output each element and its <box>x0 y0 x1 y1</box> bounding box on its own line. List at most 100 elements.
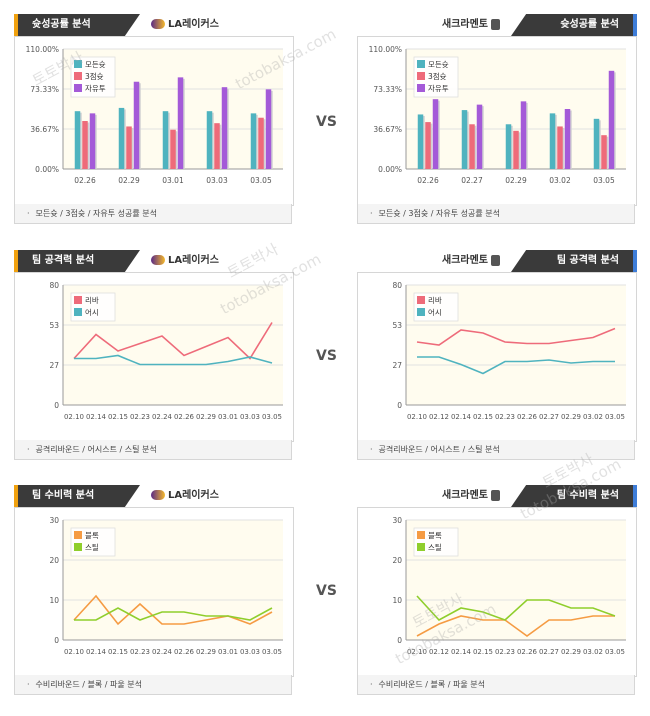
legend-label: 3점슛 <box>85 71 104 81</box>
chart-area: 0 10 20 30 02.10 02.12 02.14 02.15 02.23 02.26 02.… <box>357 507 637 677</box>
x-tick-label: 02.10 <box>407 648 427 656</box>
chart-caption: · 수비리바운드 / 블록 / 파울 분석 <box>357 675 635 695</box>
bar <box>513 130 519 169</box>
panel-header: 팀 수비력 분석 LA레이커스 <box>14 485 294 507</box>
y-tick-label: 10 <box>49 596 59 605</box>
panel-shooting-right: 슛성공률 분석 새크라멘토 0.00% 36.67% 73.33% 110.00% 02… <box>357 14 637 224</box>
x-tick-label: 02.14 <box>451 648 472 656</box>
series-line <box>74 607 273 621</box>
chart-area: 0 27 53 80 02.10 02.12 02.14 02.15 02.23 02.26 02.… <box>357 272 637 442</box>
x-tick-label: 02.26 <box>174 413 195 421</box>
chart-area: 0 10 20 30 02.10 02.14 02.15 02.23 02.24 02.26 02.… <box>14 507 294 677</box>
y-tick-label: 80 <box>49 281 59 290</box>
bar <box>476 104 483 169</box>
x-tick-label: 03.02 <box>583 413 603 421</box>
y-tick-label: 73.33% <box>30 85 59 94</box>
section-title-tab: 슛성공률 분석 <box>14 14 140 36</box>
x-tick-label: 03.02 <box>583 648 603 656</box>
bar <box>601 135 607 169</box>
x-tick-label: 02.27 <box>461 176 483 185</box>
bar <box>461 110 468 169</box>
x-tick-label: 02.14 <box>451 413 472 421</box>
x-tick-label: 03.03 <box>206 176 228 185</box>
x-tick-label: 03.02 <box>549 176 571 185</box>
team-label-left: LA레이커스 <box>148 250 219 272</box>
section-title-tab: 팀 수비력 분석 <box>511 485 637 507</box>
x-tick-label: 02.29 <box>505 176 527 185</box>
bar <box>593 118 600 169</box>
x-tick-label: 02.26 <box>517 413 538 421</box>
vs-label: VS <box>316 114 337 130</box>
legend-swatch <box>74 531 82 539</box>
x-tick-label: 02.12 <box>429 413 449 421</box>
chart: 0.00% 36.67% 73.33% 110.00% 02.26 02.29 03.01 0… <box>26 45 283 185</box>
x-tick-label: 03.03 <box>240 413 260 421</box>
y-tick-label: 20 <box>392 556 402 565</box>
bar <box>170 129 176 169</box>
x-tick-label: 02.29 <box>196 413 216 421</box>
legend-label: 블록 <box>428 531 442 540</box>
x-tick-label: 02.27 <box>539 413 559 421</box>
x-tick-label: 02.15 <box>108 648 128 656</box>
y-tick-label: 10 <box>392 596 402 605</box>
series-line <box>416 595 616 622</box>
legend-label: 모든슛 <box>428 60 449 69</box>
x-tick-label: 03.05 <box>262 413 282 421</box>
lakers-logo-icon <box>151 255 165 265</box>
x-tick-label: 02.29 <box>561 648 581 656</box>
team-label-left: LA레이커스 <box>148 485 219 507</box>
y-tick-label: 0 <box>397 636 402 645</box>
bar <box>162 111 169 169</box>
team-label-left: LA레이커스 <box>148 14 219 36</box>
x-tick-label: 02.29 <box>196 648 216 656</box>
bar <box>520 101 527 169</box>
chart-area: 0 27 53 80 02.10 02.14 02.15 02.23 02.24 02.26 02.… <box>14 272 294 442</box>
panel-header: 팀 공격력 분석 LA레이커스 <box>14 250 294 272</box>
caption-text: 모든슛 / 3점슛 / 자유투 성공률 분석 <box>35 209 157 218</box>
legend-swatch <box>417 60 425 68</box>
chart-caption: · 공격리바운드 / 어시스트 / 스틸 분석 <box>14 440 292 460</box>
legend-swatch <box>417 72 425 80</box>
caption-text: 공격리바운드 / 어시스트 / 스틸 분석 <box>378 445 500 454</box>
y-tick-label: 80 <box>392 281 402 290</box>
team-name: 새크라멘토 <box>442 19 488 30</box>
bar <box>608 70 615 169</box>
series-line <box>74 354 273 366</box>
caption-text: 수비리바운드 / 블록 / 파울 분석 <box>378 680 485 689</box>
panel-shooting-left: 슛성공률 분석 LA레이커스 0.00% 36.67% 73.33% 110.00% 0… <box>14 14 294 224</box>
panel-header: 팀 수비력 분석 새크라멘토 <box>357 485 637 507</box>
vs-label: VS <box>316 583 337 599</box>
x-tick-label: 03.03 <box>240 648 260 656</box>
x-tick-label: 03.05 <box>593 176 615 185</box>
section-title-tab: 팀 공격력 분석 <box>511 250 637 272</box>
chart-caption: · 모든슛 / 3점슛 / 자유투 성공률 분석 <box>357 204 635 224</box>
bar <box>432 99 439 169</box>
chart-area: 0.00% 36.67% 73.33% 110.00% 02.26 02.27 02.29 0… <box>357 36 637 206</box>
x-tick-label: 02.27 <box>539 648 559 656</box>
legend-label: 리바 <box>85 295 99 305</box>
x-tick-label: 02.10 <box>64 413 84 421</box>
x-tick-label: 02.12 <box>429 648 449 656</box>
series-line <box>416 327 616 346</box>
legend-label: 자유투 <box>428 84 449 93</box>
bar <box>557 126 563 169</box>
bar <box>564 109 571 169</box>
y-tick-label: 27 <box>49 361 59 370</box>
series-line <box>73 322 273 360</box>
bar <box>118 107 125 169</box>
bar <box>126 126 132 169</box>
x-tick-label: 02.29 <box>118 176 140 185</box>
legend-label: 3점슛 <box>428 71 447 81</box>
x-tick-label: 03.01 <box>218 648 238 656</box>
y-tick-label: 30 <box>392 516 402 525</box>
team-name: LA레이커스 <box>168 490 219 501</box>
caption-text: 수비리바운드 / 블록 / 파울 분석 <box>35 680 142 689</box>
legend-label: 어시 <box>428 307 442 317</box>
x-tick-label: 02.15 <box>108 413 128 421</box>
lakers-logo-icon <box>151 490 165 500</box>
chart: 0.00% 36.67% 73.33% 110.00% 02.26 02.27 02.29 0… <box>369 45 626 185</box>
x-tick-label: 02.15 <box>473 648 493 656</box>
bar <box>505 124 512 169</box>
x-tick-label: 03.05 <box>605 413 625 421</box>
